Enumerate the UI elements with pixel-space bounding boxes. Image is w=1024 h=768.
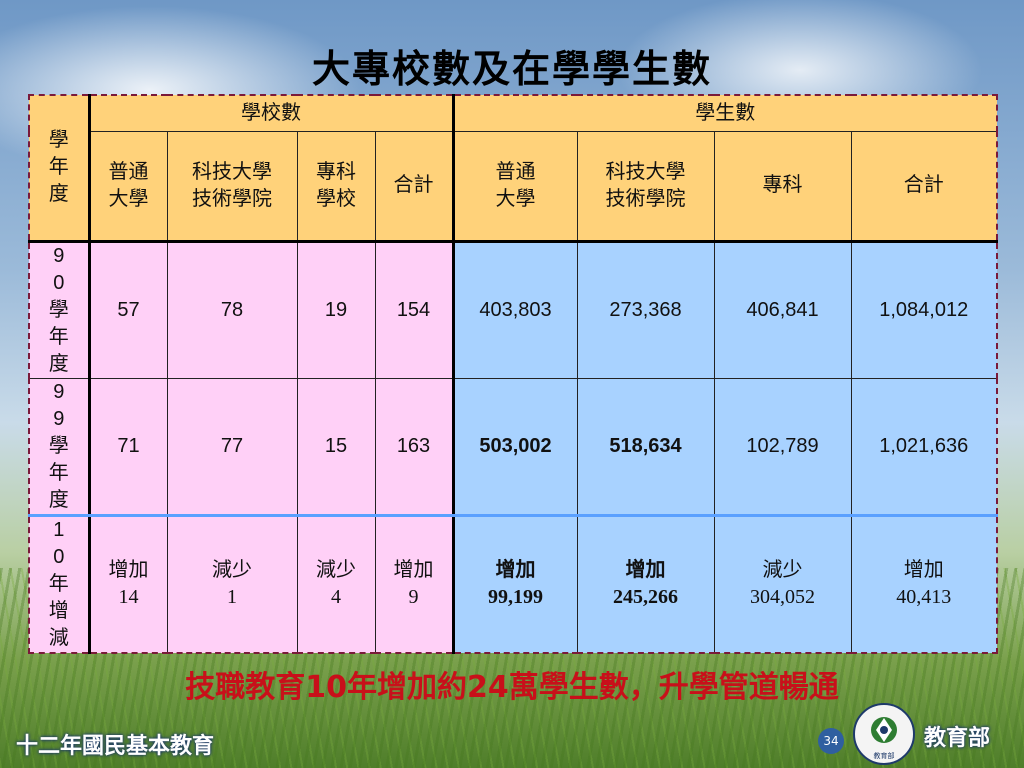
cell-student-change: 增加 245,266 <box>576 514 715 653</box>
footer-ministry-name: 教育部 <box>924 726 991 751</box>
schools-group-header: 學校數 <box>88 94 454 132</box>
row-year: 90學年度 <box>28 240 91 379</box>
students-group-header: 學生數 <box>451 94 998 132</box>
cell-student-value: 403,803 <box>451 240 578 379</box>
footer: 十二年國民基本教育 34 教育部 教育部 <box>0 703 1024 768</box>
col-header-student-tech-univ: 科技大學技術學院 <box>576 130 715 243</box>
cell-school-change: 增加 9 <box>374 514 454 653</box>
footer-program-title: 十二年國民基本教育 <box>16 734 215 759</box>
cell-student-value: 518,634 <box>576 377 715 517</box>
table-row: 90學年度 57 78 19 154 403,803 273,368 406,8… <box>28 240 998 379</box>
cell-student-value: 1,084,012 <box>850 240 998 379</box>
cell-student-change: 增加 99,199 <box>451 514 578 653</box>
page-number: 34 <box>818 728 844 754</box>
bottom-message: 技職教育10年增加約24萬學生數，升學管道暢通 <box>185 670 839 705</box>
col-header-student-general-univ: 普通大學 <box>451 130 578 243</box>
cell-school-value: 71 <box>88 377 168 517</box>
cell-school-value: 77 <box>166 377 298 517</box>
cell-student-value: 273,368 <box>576 240 715 379</box>
row-year: 99學年度 <box>28 377 91 517</box>
col-header-student-total: 合計 <box>850 130 998 243</box>
page-title: 大專校數及在學學生數 <box>311 47 712 91</box>
col-header-school-general-univ: 普通大學 <box>88 130 168 243</box>
cell-student-change: 減少 304,052 <box>713 514 852 653</box>
table-row: 10年增減 增加 14 減少 1 減少 4 增加 9 增加 99,199 增加 245,26… <box>28 514 998 653</box>
col-header-school-total: 合計 <box>374 130 454 243</box>
col-header-school-junior-college: 專科學校 <box>296 130 376 243</box>
cell-school-value: 15 <box>296 377 376 517</box>
cell-student-value: 1,021,636 <box>850 377 998 517</box>
cell-school-change: 增加 14 <box>88 514 168 653</box>
data-table: 學年度 學校數 學生數 普通大學 科技大學技術學院 專科學校 合計 普通大學 科… <box>28 94 998 654</box>
logo-subtext: 教育部 <box>874 751 895 760</box>
table-row: 99學年度 71 77 15 163 503,002 518,634 102,7… <box>28 377 998 517</box>
cell-school-value: 154 <box>374 240 454 379</box>
row-year: 10年增減 <box>28 514 91 653</box>
ministry-logo-icon: 教育部 <box>853 703 915 765</box>
cell-school-value: 57 <box>88 240 168 379</box>
cell-school-change: 減少 1 <box>166 514 298 653</box>
cell-school-value: 163 <box>374 377 454 517</box>
year-header-text: 學年度 <box>48 129 69 206</box>
cell-school-value: 78 <box>166 240 298 379</box>
col-header-school-tech-univ: 科技大學技術學院 <box>166 130 298 243</box>
year-header: 學年度 <box>28 94 91 243</box>
cell-student-value: 503,002 <box>451 377 578 517</box>
cell-student-value: 406,841 <box>713 240 852 379</box>
cell-student-change: 增加 40,413 <box>850 514 998 653</box>
cell-school-value: 19 <box>296 240 376 379</box>
cell-student-value: 102,789 <box>713 377 852 517</box>
col-header-student-junior-college: 專科 <box>713 130 852 243</box>
cell-school-change: 減少 4 <box>296 514 376 653</box>
